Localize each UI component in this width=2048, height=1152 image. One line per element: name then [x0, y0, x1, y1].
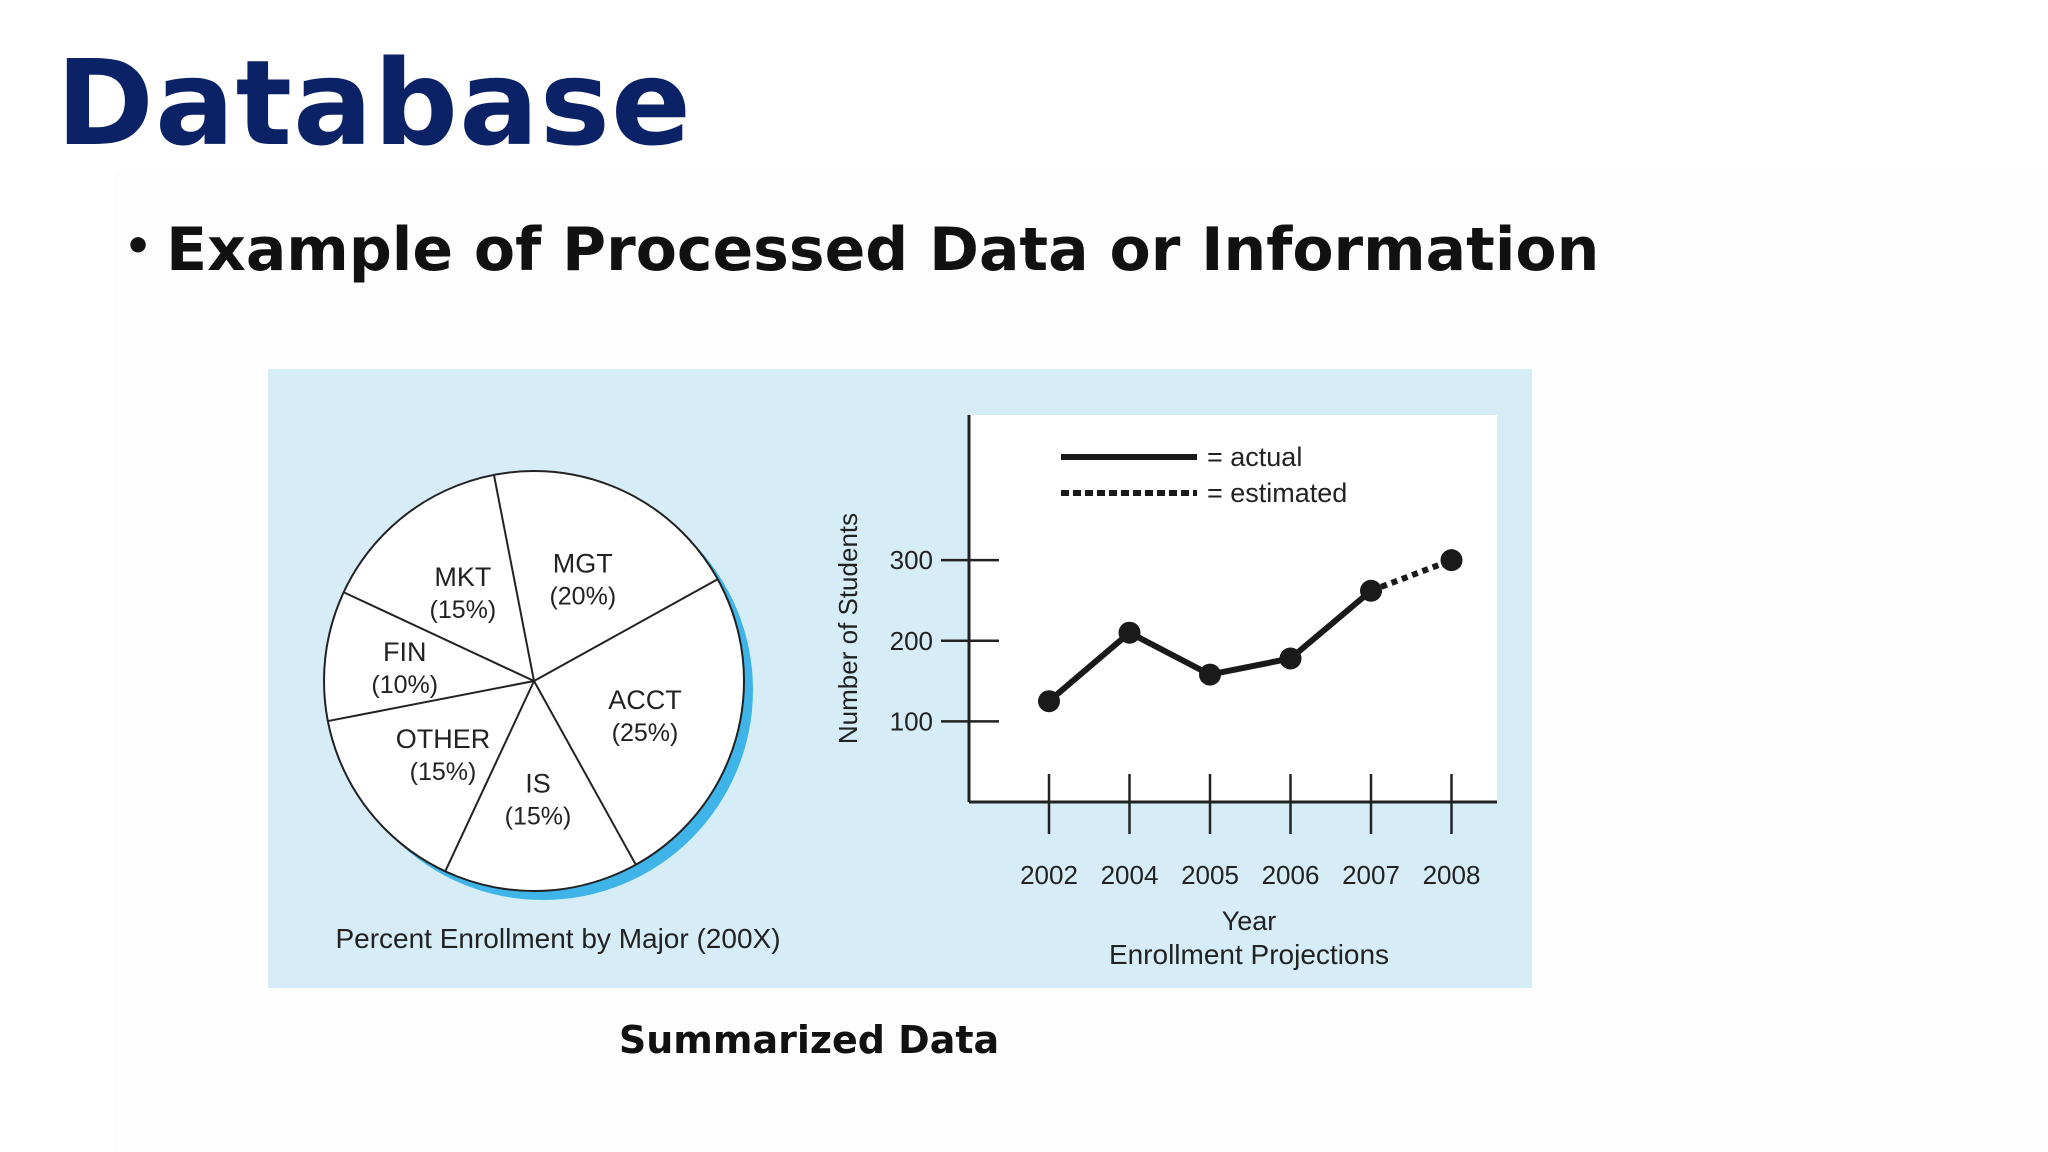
- figure-canvas: MKT (15%) MGT (20%) ACCT (25%) IS (15%) OTHER (15…: [323, 415, 1497, 970]
- data-point: [1279, 647, 1302, 670]
- summary-figure: MKT (15%) MGT (20%) ACCT (25%) IS (15%) OTHER (15…: [268, 369, 1532, 988]
- pie-slice-divider: [492, 474, 535, 682]
- estimated-series-line: [1369, 557, 1453, 594]
- y-tick-label: 300: [890, 545, 933, 575]
- data-point: [1118, 621, 1141, 644]
- bullet-text: Example of Processed Data or Information: [166, 215, 1600, 285]
- y-tick-label: 200: [890, 626, 933, 656]
- line-chart: 100 200 300 2002 2004 2005 2006 2007 2008 Number …: [833, 415, 1497, 970]
- pie-slice-label: ACCT: [608, 685, 682, 715]
- legend-label: = estimated: [1207, 478, 1347, 508]
- data-point: [1360, 579, 1382, 602]
- x-tick-label: 2004: [1101, 860, 1159, 890]
- x-tick-label: 2007: [1342, 860, 1400, 890]
- figure-caption: Summarized Data: [0, 1018, 2048, 1062]
- bullet-dot-icon: •: [124, 221, 153, 273]
- y-tick-label: 100: [890, 706, 933, 736]
- pie-slice-label: IS: [525, 768, 551, 798]
- x-tick-label: 2005: [1181, 860, 1239, 890]
- pie-slice-percent: (25%): [612, 719, 679, 747]
- pie-slice-divider: [533, 578, 719, 682]
- pie-slice-label: FIN: [383, 637, 427, 667]
- pie-slice-percent: (10%): [371, 671, 438, 699]
- data-point: [1440, 549, 1463, 572]
- pie-slice-label: OTHER: [396, 724, 491, 754]
- x-tick-label: 2006: [1262, 860, 1320, 890]
- pie-slice-divider: [444, 680, 535, 872]
- pie-slice-divider: [327, 680, 535, 723]
- data-point: [1199, 663, 1221, 686]
- bullet-item: • Example of Processed Data or Informatio…: [124, 212, 1599, 291]
- x-axis-label: Year: [1222, 906, 1277, 936]
- pie-slice-percent: (15%): [410, 758, 477, 786]
- pie-slice-label: MKT: [434, 562, 491, 592]
- line-chart-title: Enrollment Projections: [1109, 939, 1389, 970]
- pie-slice-percent: (20%): [549, 582, 616, 610]
- pie-slice-percent: (15%): [505, 802, 572, 830]
- caption-text: Summarized Data: [618, 1018, 1000, 1062]
- legend-label: = actual: [1207, 442, 1302, 472]
- pie-slice-label: MGT: [553, 548, 613, 578]
- data-point: [1038, 690, 1060, 713]
- pie-slice-divider: [533, 680, 637, 866]
- pie-chart-title: Percent Enrollment by Major (200X): [335, 923, 780, 954]
- pie-slice-percent: (15%): [430, 596, 497, 624]
- line-plot-area: [969, 415, 1497, 802]
- x-tick-label: 2008: [1423, 860, 1481, 890]
- pie-chart: MKT (15%) MGT (20%) ACCT (25%) IS (15%) OTHER (15…: [323, 470, 753, 900]
- x-tick-label: 2002: [1020, 860, 1078, 890]
- pie-slice-divider: [343, 591, 535, 682]
- y-axis-label: Number of Students: [833, 513, 863, 744]
- slide-title: Database: [56, 34, 692, 172]
